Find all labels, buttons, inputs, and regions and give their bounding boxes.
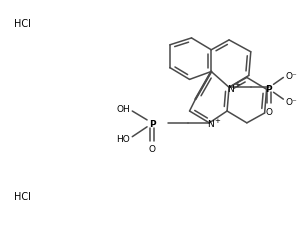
Text: O: O <box>148 144 155 153</box>
Text: HCl: HCl <box>14 191 31 201</box>
Text: P: P <box>265 84 272 93</box>
Text: O⁻: O⁻ <box>285 97 297 106</box>
Text: N: N <box>207 120 214 129</box>
Text: HO: HO <box>117 135 130 144</box>
Text: O: O <box>265 108 272 117</box>
Text: +: + <box>234 82 240 88</box>
Text: O⁻: O⁻ <box>285 72 297 81</box>
Text: N: N <box>227 84 233 93</box>
Text: P: P <box>149 120 155 129</box>
Text: OH: OH <box>117 104 130 113</box>
Text: +: + <box>214 117 220 123</box>
Text: HCl: HCl <box>14 19 31 29</box>
